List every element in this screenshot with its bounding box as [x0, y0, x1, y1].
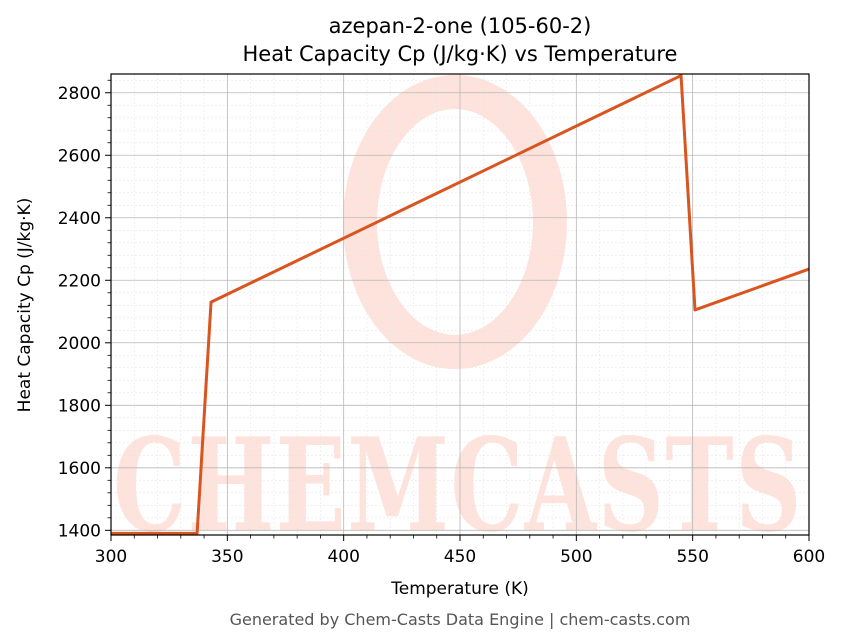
- y-tick-label: 2200: [58, 271, 101, 291]
- y-tick-label: 1600: [58, 459, 101, 479]
- y-axis-label: Heat Capacity Cp (J/kg·K): [15, 198, 35, 413]
- x-axis-label: Temperature (K): [390, 579, 529, 599]
- x-tick-label: 450: [444, 547, 476, 567]
- y-tick-label: 2400: [58, 209, 101, 229]
- footer-credit: Generated by Chem-Casts Data Engine | ch…: [230, 610, 691, 629]
- chart-title: azepan-2-one (105-60-2): [329, 14, 592, 38]
- y-tick-label: 2000: [58, 334, 101, 354]
- x-tick-label: 400: [327, 547, 359, 567]
- chart-subtitle: Heat Capacity Cp (J/kg·K) vs Temperature: [243, 42, 678, 66]
- watermark-logo: [343, 75, 567, 369]
- x-tick-label: 500: [560, 547, 592, 567]
- y-tick-label: 1800: [58, 396, 101, 416]
- y-tick-label: 1400: [58, 521, 101, 541]
- x-tick-label: 550: [676, 547, 708, 567]
- watermark: CHEMCASTS: [113, 75, 803, 561]
- x-tick-label: 300: [95, 547, 127, 567]
- y-tick-label: 2600: [58, 146, 101, 166]
- watermark-text: CHEMCASTS: [113, 411, 803, 561]
- series-layer: [111, 74, 810, 535]
- x-tick-label: 600: [793, 547, 825, 567]
- y-tick-label: 2800: [58, 84, 101, 104]
- x-axis: 300 350 400 450 500 550 600: [95, 535, 825, 567]
- x-tick-label: 350: [211, 547, 243, 567]
- series-line: [111, 74, 810, 535]
- y-axis: 1400 1600 1800 2000 2200 2400 2600 2800: [58, 79, 111, 541]
